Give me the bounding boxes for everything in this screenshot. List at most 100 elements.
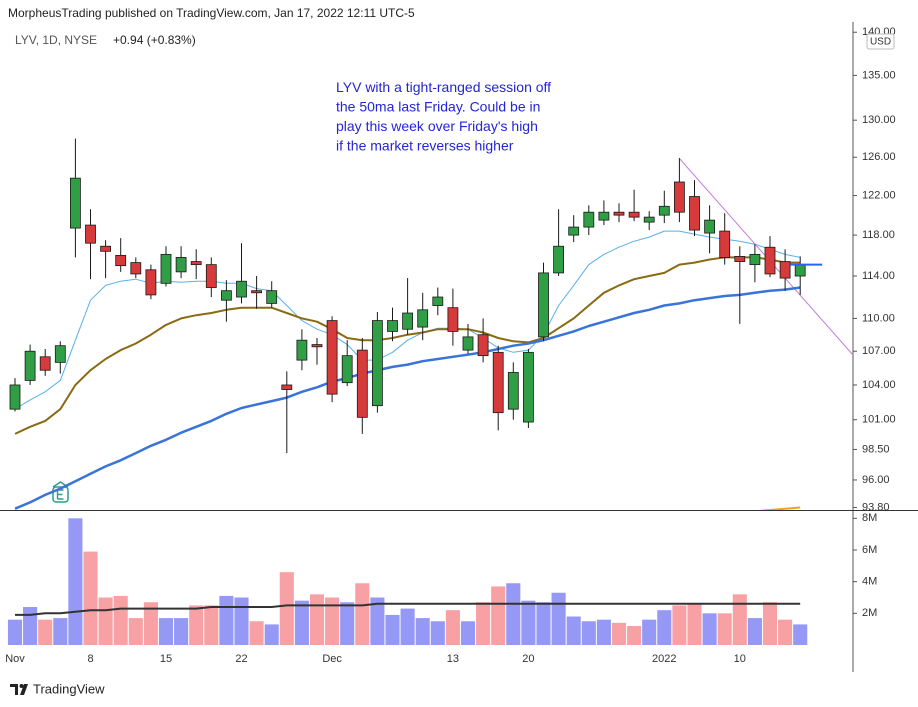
- x-tick-label: 13: [447, 653, 459, 665]
- y-tick-label: 122.00: [862, 189, 896, 201]
- candle-body: [492, 351, 504, 414]
- volume-bar: [747, 618, 762, 645]
- candle-body: [251, 290, 263, 294]
- moving-average: [14, 286, 801, 510]
- y-tick-label: 107.00: [862, 345, 896, 357]
- y-tick-label: 114.00: [862, 270, 895, 282]
- volume-bar: [370, 597, 385, 645]
- y-tick-label: 130.00: [862, 114, 896, 126]
- candle-body: [643, 216, 655, 223]
- candle-body: [507, 372, 519, 410]
- volume-bar: [491, 586, 506, 645]
- volume-bar: [566, 616, 581, 645]
- candle-body: [371, 320, 383, 407]
- candle-body: [402, 312, 414, 330]
- candle-body: [175, 257, 187, 273]
- y-tick-label: 118.00: [862, 229, 895, 241]
- candle-body: [719, 230, 731, 258]
- volume-bar: [627, 626, 642, 645]
- annotation-line: if the market reverses higher: [336, 138, 514, 154]
- volume-bar: [325, 597, 340, 645]
- candle-body: [326, 320, 338, 395]
- candle-body: [674, 181, 685, 213]
- volume-bar: [189, 605, 204, 645]
- volume-bar: [385, 614, 400, 645]
- candle-body: [583, 211, 595, 228]
- candle-body: [85, 224, 96, 244]
- volume-bar: [762, 602, 778, 645]
- volume-bar: [279, 572, 294, 645]
- volume-bar: [672, 605, 687, 645]
- candle-body: [432, 296, 444, 306]
- volume-bar: [793, 624, 808, 645]
- volume-bar: [611, 622, 627, 645]
- candle-body: [205, 264, 217, 288]
- volume-bar: [430, 621, 445, 645]
- y-tick-label: 93.80: [862, 501, 890, 513]
- volume-bar: [7, 619, 23, 645]
- volume-bar: [219, 595, 234, 645]
- volume-bar: [551, 592, 566, 645]
- y-tick-label: 2M: [862, 607, 877, 619]
- candle-body: [145, 269, 157, 296]
- volume-bar: [53, 618, 68, 645]
- volume-bar: [460, 621, 476, 645]
- volume-bar: [581, 621, 596, 645]
- x-tick-label: Nov: [5, 653, 25, 665]
- candle-body: [70, 177, 81, 229]
- candle-body: [266, 290, 278, 304]
- volume-bar: [340, 602, 355, 645]
- y-tick-label: 135.00: [862, 69, 896, 81]
- volume-bar: [143, 602, 158, 645]
- candle-body: [341, 355, 353, 384]
- volume-bar: [128, 618, 143, 645]
- volume-bar: [23, 607, 38, 645]
- currency-badge: [866, 33, 895, 50]
- brand-logo: [10, 684, 28, 695]
- candle-body: [538, 272, 549, 338]
- candle-body: [356, 349, 368, 418]
- volume-bar: [113, 595, 128, 645]
- volume-bar: [702, 613, 717, 645]
- candle-body: [281, 384, 293, 390]
- moving-average: [758, 506, 801, 510]
- publish-info: MorpheusTrading published on TradingView…: [8, 6, 415, 20]
- y-tick-label: 4M: [862, 576, 877, 588]
- volume-bar: [38, 619, 53, 645]
- volume-bar: [642, 619, 657, 645]
- candle-body: [54, 345, 66, 363]
- volume-bar: [98, 597, 113, 645]
- y-tick-label: 104.00: [862, 379, 896, 391]
- currency-label: USD: [870, 37, 891, 48]
- candle-body: [734, 256, 746, 262]
- volume-bar: [415, 618, 430, 645]
- brand-name: TradingView: [33, 681, 105, 696]
- candle-body: [9, 384, 21, 410]
- candle-body: [115, 254, 127, 267]
- annotation: LYV with a tight-ranged session off the 5…: [336, 79, 551, 154]
- volume-bar: [778, 619, 793, 645]
- candle-body: [160, 253, 172, 284]
- x-tick-label: Dec: [322, 653, 342, 665]
- candle-body: [296, 339, 308, 361]
- volume-average: [15, 602, 801, 616]
- volume-bar: [596, 619, 611, 645]
- volume-bar: [309, 594, 325, 645]
- y-tick-label: 101.00: [862, 414, 896, 426]
- candle-body: [689, 196, 700, 231]
- candle-body: [417, 309, 429, 328]
- candle-body: [523, 351, 534, 423]
- volume-bar: [158, 618, 174, 645]
- candle-body: [24, 350, 36, 381]
- x-tick-label: 2022: [652, 653, 676, 665]
- candle-body: [100, 245, 111, 252]
- candle-body: [764, 246, 776, 275]
- y-tick-label: 6M: [862, 544, 877, 556]
- price-change: +0.94 (+0.83%): [113, 33, 196, 47]
- volume-bar: [83, 551, 98, 645]
- y-tick-label: 96.00: [862, 474, 890, 486]
- x-tick-label: 20: [522, 653, 534, 665]
- annotation-line: the 50ma last Friday. Could be in: [336, 99, 540, 115]
- candle-body: [598, 211, 610, 221]
